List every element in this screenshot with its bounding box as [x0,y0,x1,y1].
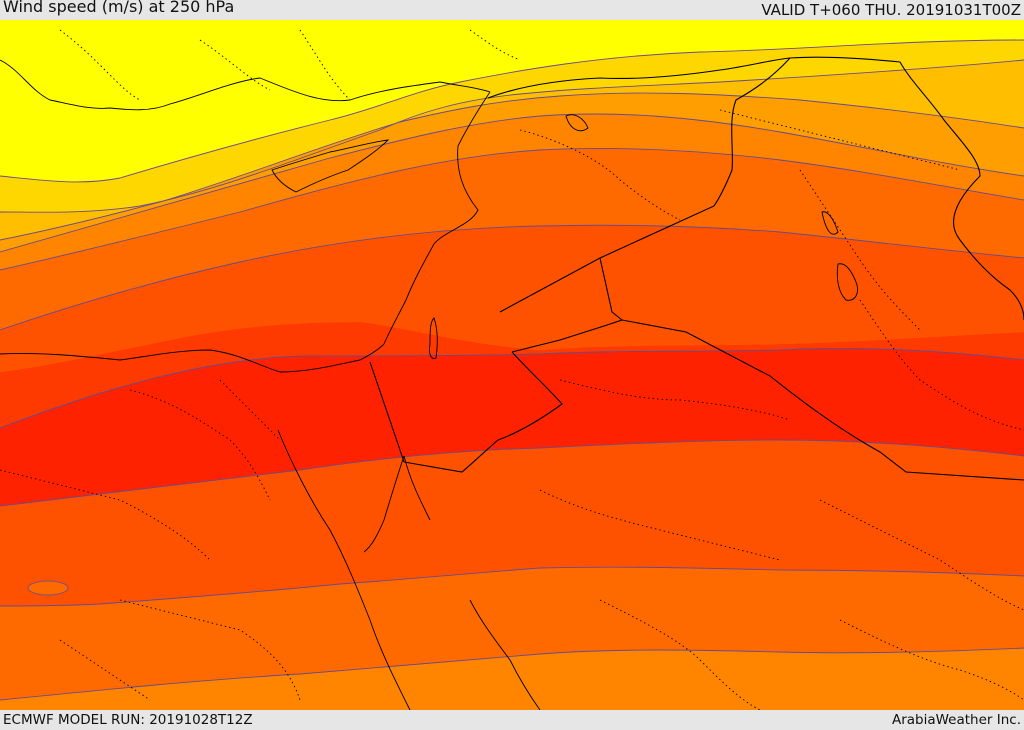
map-footer: ECMWF MODEL RUN: 20191028T12Z ArabiaWeat… [0,710,1024,729]
map-header: Wind speed (m/s) at 250 hPa VALID T+060 … [0,0,1024,20]
band-red-orange [0,225,1024,372]
small-patch-west [27,580,69,596]
band-amber [0,60,1024,240]
admin-boundaries [0,29,1024,710]
band-red [0,322,1024,428]
wind-contours [0,39,1024,701]
band-orange-south [0,648,1024,710]
band-yellow [0,20,1024,182]
credit-text: ArabiaWeather Inc. [891,712,1021,728]
band-core-red [0,348,1024,506]
band-red-orange-south [0,440,1024,606]
band-orange-deep [0,148,1024,330]
country-borders [369,56,1024,481]
band-gold [0,40,1024,213]
valid-time: VALID T+060 THU. 20191031T00Z [761,1,1021,19]
wind-speed-map [0,20,1024,710]
band-orange-deep-south [0,567,1024,700]
model-run: ECMWF MODEL RUN: 20191028T12Z [3,712,253,728]
map-title: Wind speed (m/s) at 250 hPa [3,0,235,16]
band-orange [0,113,1024,271]
